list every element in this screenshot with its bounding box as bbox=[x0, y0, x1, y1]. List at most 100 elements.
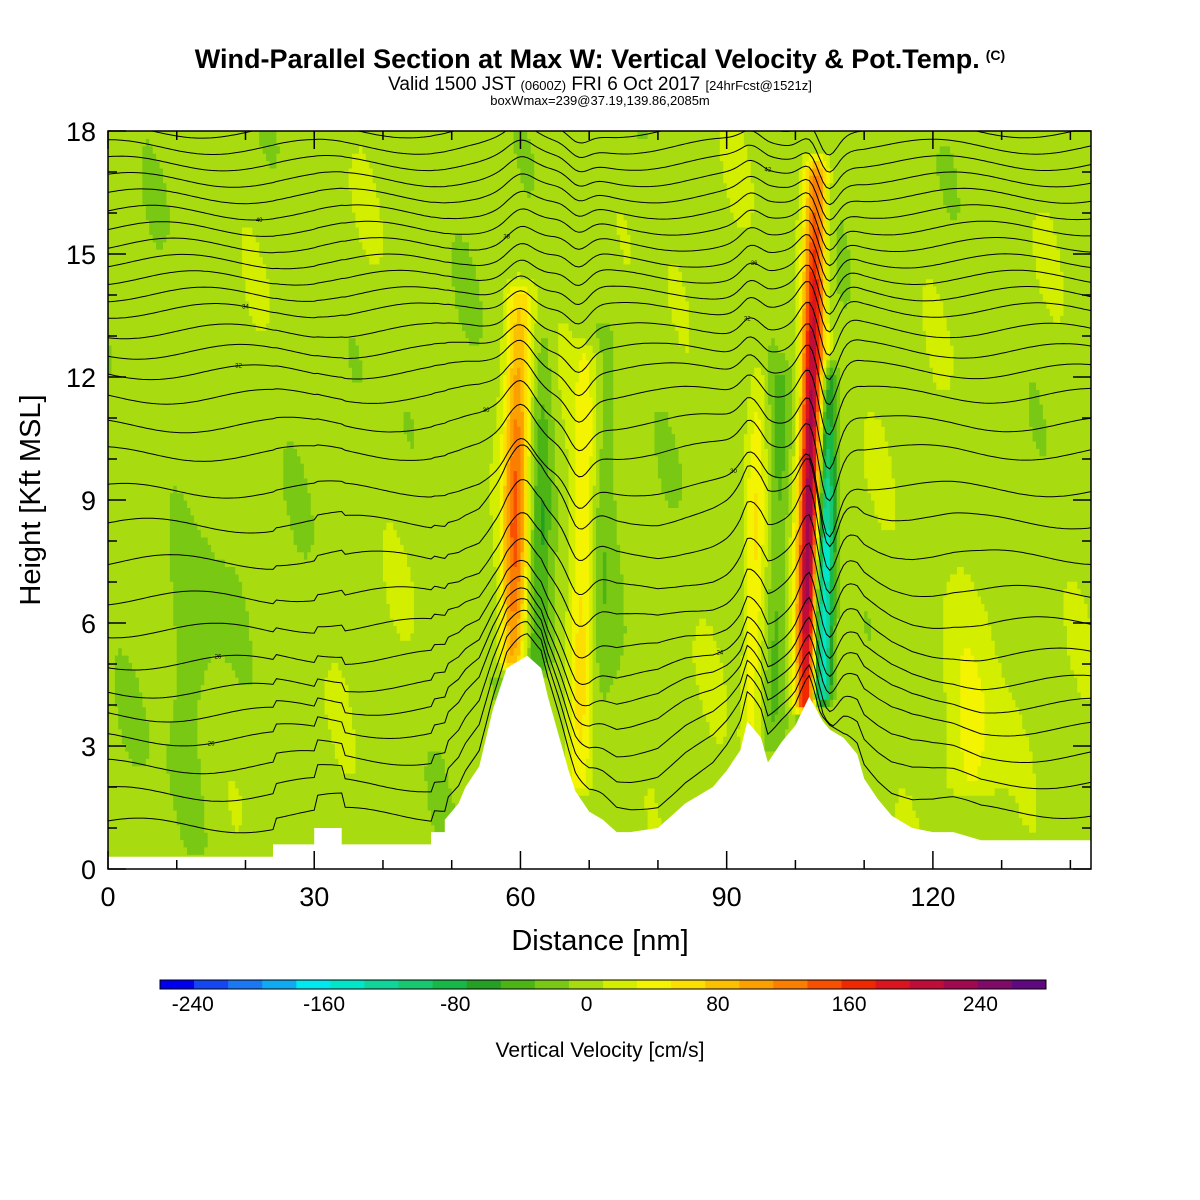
velocity-cell bbox=[122, 810, 126, 818]
velocity-cell bbox=[132, 825, 136, 833]
velocity-cell bbox=[122, 308, 126, 316]
velocity-cell bbox=[129, 603, 133, 611]
velocity-cell bbox=[118, 389, 122, 397]
velocity-cell bbox=[163, 367, 167, 375]
velocity-cell bbox=[139, 434, 143, 442]
velocity-field bbox=[108, 124, 1092, 870]
velocity-cell bbox=[156, 507, 160, 515]
velocity-cell bbox=[153, 500, 157, 508]
velocity-cell bbox=[142, 434, 146, 442]
velocity-cell bbox=[132, 478, 136, 486]
velocity-cell bbox=[115, 367, 119, 375]
velocity-cell bbox=[153, 825, 157, 833]
velocity-cell bbox=[129, 168, 133, 176]
velocity-cell bbox=[142, 677, 146, 685]
velocity-cell bbox=[132, 729, 136, 737]
velocity-cell bbox=[122, 485, 126, 493]
velocity-cell bbox=[132, 323, 136, 331]
velocity-cell bbox=[163, 256, 167, 264]
velocity-cell bbox=[115, 574, 119, 582]
velocity-cell bbox=[142, 699, 146, 707]
velocity-cell bbox=[118, 581, 122, 589]
velocity-cell bbox=[142, 751, 146, 759]
velocity-cell bbox=[156, 330, 160, 338]
velocity-cell bbox=[129, 788, 133, 796]
velocity-cell bbox=[156, 530, 160, 538]
velocity-cell bbox=[153, 832, 157, 840]
velocity-cell bbox=[166, 685, 170, 693]
velocity-cell bbox=[132, 744, 136, 752]
velocity-cell bbox=[156, 537, 160, 545]
velocity-cell bbox=[139, 655, 143, 663]
velocity-cell bbox=[118, 234, 122, 242]
velocity-cell bbox=[153, 234, 157, 242]
velocity-cell bbox=[122, 345, 126, 353]
velocity-cell bbox=[149, 744, 153, 752]
velocity-cell bbox=[153, 264, 157, 272]
velocity-cell bbox=[153, 685, 157, 693]
velocity-cell bbox=[163, 803, 167, 811]
velocity-cell bbox=[149, 419, 153, 427]
velocity-cell bbox=[149, 168, 153, 176]
velocity-cell bbox=[139, 773, 143, 781]
velocity-cell bbox=[142, 411, 146, 419]
velocity-cell bbox=[118, 655, 122, 663]
velocity-cell bbox=[132, 566, 136, 574]
velocity-cell bbox=[153, 375, 157, 383]
velocity-cell bbox=[149, 625, 153, 633]
velocity-cell bbox=[166, 183, 170, 191]
velocity-cell bbox=[118, 825, 122, 833]
velocity-cell bbox=[149, 670, 153, 678]
velocity-cell bbox=[149, 493, 153, 501]
velocity-cell bbox=[149, 448, 153, 456]
velocity-cell bbox=[153, 389, 157, 397]
velocity-cell bbox=[153, 507, 157, 515]
velocity-cell bbox=[132, 168, 136, 176]
velocity-cell bbox=[139, 316, 143, 324]
velocity-cell bbox=[118, 566, 122, 574]
velocity-cell bbox=[142, 736, 146, 744]
velocity-cell bbox=[163, 212, 167, 220]
velocity-cell bbox=[166, 803, 170, 811]
velocity-cell bbox=[142, 795, 146, 803]
velocity-cell bbox=[139, 419, 143, 427]
velocity-cell bbox=[139, 507, 143, 515]
velocity-cell bbox=[166, 397, 170, 405]
velocity-cell bbox=[139, 382, 143, 390]
velocity-cell bbox=[163, 389, 167, 397]
velocity-cell bbox=[149, 589, 153, 597]
velocity-cell bbox=[122, 773, 126, 781]
velocity-cell bbox=[142, 611, 146, 619]
velocity-cell bbox=[166, 264, 170, 272]
velocity-cell bbox=[156, 692, 160, 700]
velocity-cell bbox=[118, 677, 122, 685]
velocity-cell bbox=[115, 788, 119, 796]
velocity-cell bbox=[163, 183, 167, 191]
velocity-cell bbox=[142, 404, 146, 412]
velocity-cell bbox=[122, 788, 126, 796]
velocity-cell bbox=[163, 419, 167, 427]
velocity-cell bbox=[118, 625, 122, 633]
velocity-cell bbox=[139, 839, 143, 847]
velocity-cell bbox=[129, 662, 133, 670]
velocity-cell bbox=[129, 625, 133, 633]
velocity-cell bbox=[115, 707, 119, 715]
velocity-cell bbox=[163, 574, 167, 582]
velocity-cell bbox=[163, 434, 167, 442]
velocity-cell bbox=[166, 419, 170, 427]
velocity-cell bbox=[115, 478, 119, 486]
velocity-cell bbox=[122, 227, 126, 235]
velocity-cell bbox=[122, 316, 126, 324]
velocity-cell bbox=[118, 175, 122, 183]
velocity-cell bbox=[122, 448, 126, 456]
velocity-cell bbox=[132, 699, 136, 707]
velocity-cell bbox=[163, 522, 167, 530]
velocity-cell bbox=[153, 795, 157, 803]
velocity-cell bbox=[122, 153, 126, 161]
velocity-cell bbox=[122, 212, 126, 220]
velocity-cell bbox=[118, 286, 122, 294]
velocity-cell bbox=[142, 146, 146, 154]
velocity-cell bbox=[115, 625, 119, 633]
velocity-cell bbox=[149, 478, 153, 486]
velocity-cell bbox=[163, 500, 167, 508]
